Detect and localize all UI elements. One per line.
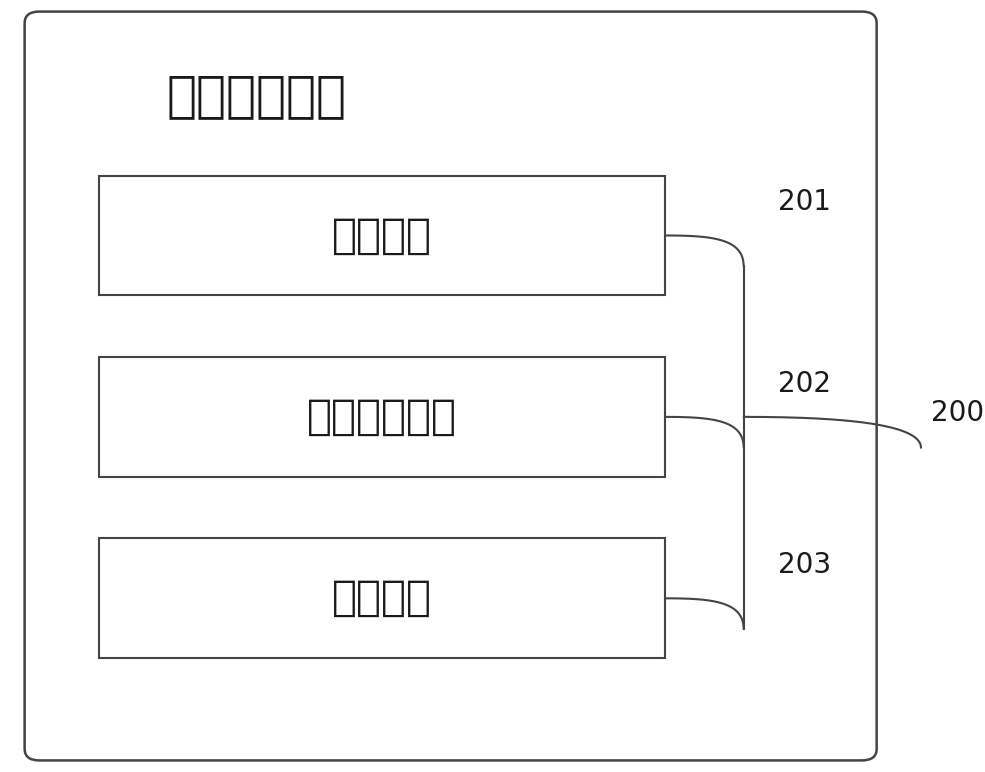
Text: 202: 202 <box>778 370 831 398</box>
Text: 201: 201 <box>778 188 831 216</box>
Text: 200: 200 <box>931 399 984 427</box>
Bar <box>98 357 665 476</box>
FancyBboxPatch shape <box>25 12 877 760</box>
Text: 203: 203 <box>778 551 831 579</box>
Text: 路径规划装置: 路径规划装置 <box>306 396 457 438</box>
Text: 智能驾驶系统: 智能驾驶系统 <box>166 73 346 120</box>
Bar <box>98 539 665 658</box>
Bar <box>98 175 665 295</box>
Text: 感知装置: 感知装置 <box>332 215 431 256</box>
Text: 控制装置: 控制装置 <box>332 577 431 619</box>
